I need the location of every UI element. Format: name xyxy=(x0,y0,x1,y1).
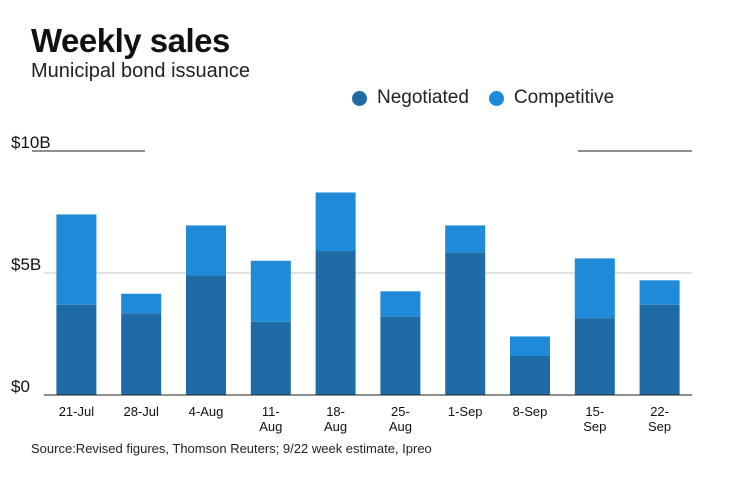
bar-competitive-3 xyxy=(250,260,291,322)
x-tick-label: 8-Sep xyxy=(513,404,548,419)
legend-item-competitive: Competitive xyxy=(488,87,615,109)
legend: Negotiated Competitive xyxy=(352,87,634,109)
x-tick-label: 15-Sep xyxy=(583,404,606,434)
bar-negotiated-5 xyxy=(380,316,421,395)
bar-negotiated-8 xyxy=(574,318,615,395)
bar-negotiated-6 xyxy=(445,252,486,395)
y-tick-label: $5B xyxy=(11,255,41,274)
legend-item-negotiated: Negotiated xyxy=(352,87,469,109)
bar-negotiated-3 xyxy=(250,321,291,395)
legend-swatch-negotiated xyxy=(352,90,367,106)
x-tick-label: 1-Sep xyxy=(448,404,483,419)
x-tick-label: 11-Aug xyxy=(259,404,282,434)
bar-competitive-8 xyxy=(574,258,615,319)
x-tick-label: 25-Aug xyxy=(389,404,412,434)
bar-competitive-2 xyxy=(186,225,226,276)
x-tick-label: 22-Sep xyxy=(648,404,671,434)
x-tick-label: 28-Jul xyxy=(123,404,159,419)
y-tick-label: $10B xyxy=(11,133,51,152)
legend-label-negotiated: Negotiated xyxy=(377,87,469,108)
legend-swatch-competitive xyxy=(488,90,504,106)
bar-competitive-7 xyxy=(510,336,550,356)
bar-competitive-9 xyxy=(639,280,680,305)
bar-negotiated-9 xyxy=(639,304,680,395)
bar-competitive-1 xyxy=(121,293,162,314)
bar-competitive-6 xyxy=(445,225,486,253)
bar-negotiated-7 xyxy=(510,355,550,395)
x-tick-label: 18-Aug xyxy=(324,404,347,434)
bar-negotiated-4 xyxy=(315,251,356,395)
bar-negotiated-0 xyxy=(56,304,97,395)
source-note: Source:Revised figures, Thomson Reuters;… xyxy=(31,441,432,456)
bar-competitive-4 xyxy=(315,192,356,252)
bar-competitive-0 xyxy=(56,214,97,305)
chart-title: Weekly sales xyxy=(31,22,230,59)
bar-negotiated-2 xyxy=(186,275,226,395)
bar-competitive-5 xyxy=(380,291,421,317)
y-tick-label: $0 xyxy=(11,377,30,396)
x-tick-label: 4-Aug xyxy=(189,404,224,419)
x-tick-label: 21-Jul xyxy=(59,404,95,419)
legend-label-competitive: Competitive xyxy=(513,87,615,108)
bar-negotiated-1 xyxy=(121,313,162,395)
chart-subtitle: Municipal bond issuance xyxy=(31,60,251,82)
